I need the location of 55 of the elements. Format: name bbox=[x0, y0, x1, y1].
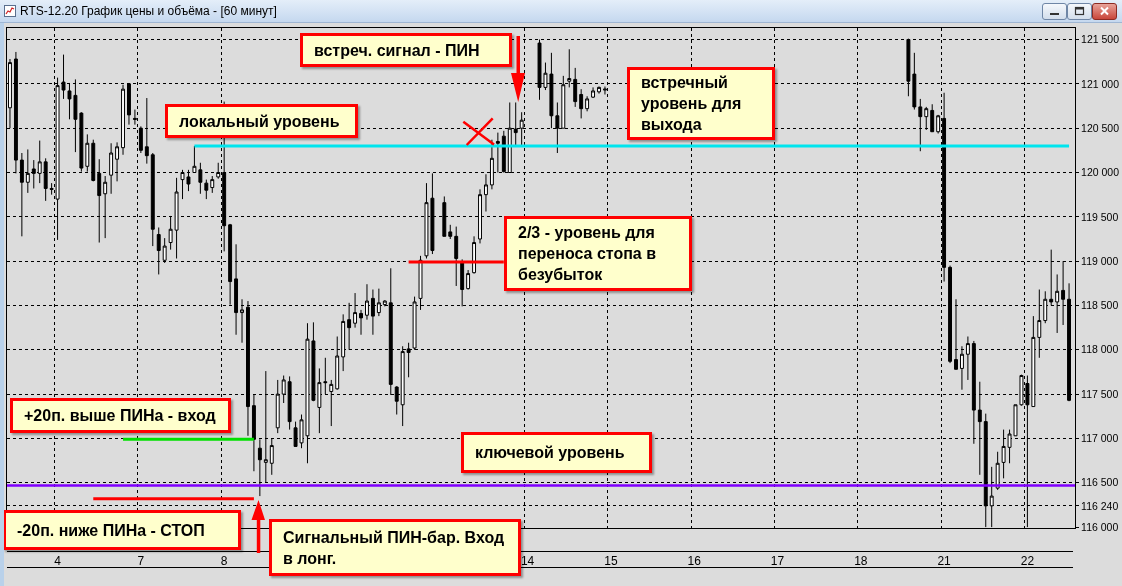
candlestick bbox=[210, 175, 215, 194]
candlestick bbox=[359, 309, 363, 336]
annotation: ключевой уровень bbox=[475, 443, 625, 463]
candlestick bbox=[204, 179, 209, 200]
y-tick-label: 117 500 bbox=[1081, 387, 1119, 400]
annotation: встречный уровень для выхода bbox=[641, 73, 742, 135]
candlestick bbox=[448, 224, 453, 240]
candlestick bbox=[287, 375, 292, 431]
y-tick-label: 116 240 bbox=[1081, 499, 1119, 512]
annotation: +20п. выше ПИНа - вход bbox=[24, 406, 216, 426]
candlestick bbox=[275, 379, 280, 434]
y-tick-label: 120 500 bbox=[1081, 121, 1120, 134]
x-tick-label: 14 bbox=[520, 554, 535, 569]
x-tick-label: 17 bbox=[770, 554, 785, 569]
chart-title: RTS-12.20 График цены и объёма - [60 минут] bbox=[20, 4, 277, 18]
y-tick-label: 118 500 bbox=[1081, 299, 1119, 312]
candlestick bbox=[579, 88, 584, 119]
y-tick-label: 121 500 bbox=[1081, 33, 1120, 46]
x-tick-label: 4 bbox=[54, 554, 62, 569]
candlestick bbox=[484, 173, 488, 213]
candlestick bbox=[454, 226, 459, 287]
candlestick bbox=[91, 139, 96, 182]
candlestick bbox=[965, 336, 970, 381]
annotation: -20п. ниже ПИНа - СТОП bbox=[17, 520, 205, 541]
y-tick-label: 116 500 bbox=[1081, 476, 1119, 489]
x-tick-label: 8 bbox=[220, 554, 228, 569]
x-tick-label: 16 bbox=[687, 554, 702, 569]
candlestick bbox=[127, 82, 131, 126]
x-tick-label: 7 bbox=[137, 554, 145, 569]
x-tick-label: 18 bbox=[854, 554, 868, 569]
candlestick bbox=[109, 142, 114, 195]
candlestick bbox=[150, 152, 155, 247]
y-tick-label: 119 000 bbox=[1081, 254, 1119, 267]
candlestick bbox=[585, 95, 590, 112]
x-tick-label: 21 bbox=[937, 554, 952, 569]
annotation: встреч. сигнал - ПИН bbox=[314, 40, 480, 61]
y-tick-label: 121 000 bbox=[1081, 77, 1120, 90]
candlestick bbox=[948, 265, 953, 364]
x-tick-label: 22 bbox=[1020, 554, 1035, 569]
y-tick-label: 120 000 bbox=[1081, 166, 1120, 179]
x-tick-label: 15 bbox=[604, 554, 618, 569]
candlestick bbox=[597, 86, 601, 95]
candlestick bbox=[591, 86, 596, 99]
candlestick bbox=[930, 103, 935, 133]
text: Сигнальный ПИН-бар. Вход в лонг. bbox=[283, 527, 505, 569]
annotation: локальный уровень bbox=[179, 111, 340, 132]
candlestick bbox=[472, 235, 477, 275]
candlestick bbox=[466, 269, 471, 291]
candlestick bbox=[281, 375, 286, 404]
y-tick-label: 116 000 bbox=[1081, 520, 1119, 533]
candlestick bbox=[995, 451, 1000, 491]
y-tick-label: 117 000 bbox=[1081, 432, 1119, 445]
y-tick-label: 119 500 bbox=[1081, 210, 1119, 223]
annotation: 2/3 - уровень для переноса стопа в безубыток bbox=[518, 223, 657, 285]
y-tick-label: 118 000 bbox=[1081, 343, 1119, 356]
